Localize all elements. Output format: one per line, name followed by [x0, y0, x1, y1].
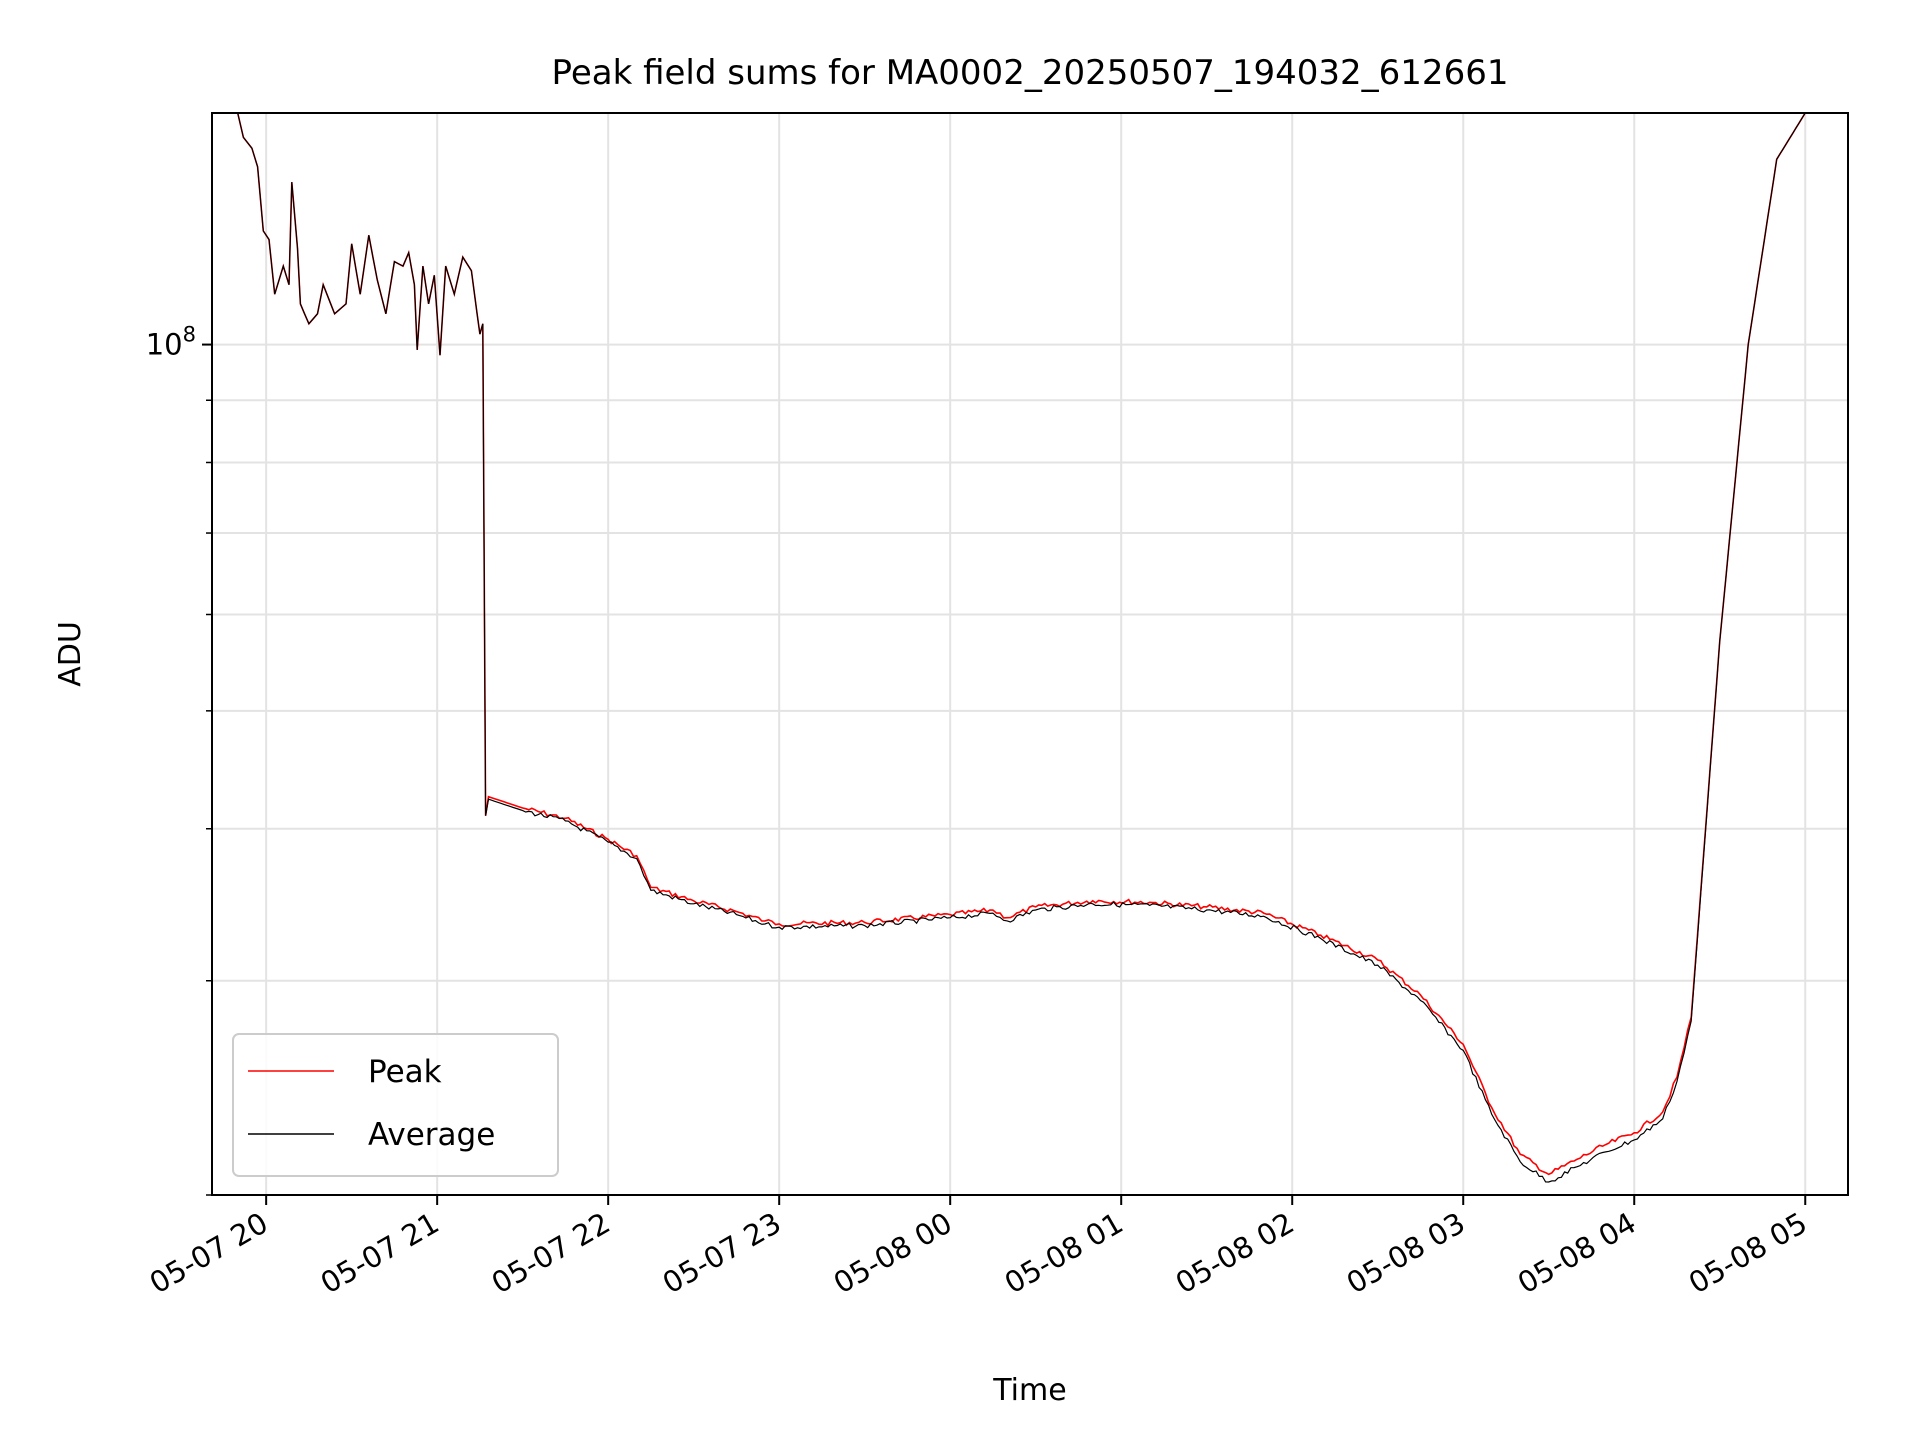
plot-frame: [211, 112, 1849, 1196]
legend: Peak Average: [232, 1033, 559, 1177]
series-layer: [212, 113, 1806, 1183]
series-line-average: [212, 113, 1806, 1183]
y-axis-label: ADU: [53, 621, 88, 687]
legend-box: [232, 1033, 559, 1177]
chart-title: Peak field sums for MA0002_20250507_1940…: [552, 53, 1509, 93]
legend-label: Average: [368, 1117, 495, 1153]
legend-label: Peak: [368, 1054, 442, 1090]
series-line-peak: [212, 113, 1806, 1176]
x-axis-label: Time: [992, 1373, 1066, 1408]
y-tick-label: 108: [146, 323, 196, 362]
